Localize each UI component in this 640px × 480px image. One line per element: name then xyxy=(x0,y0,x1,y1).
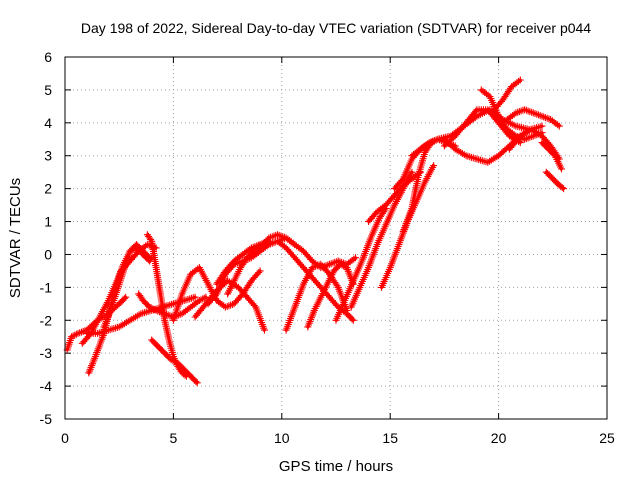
series-track-13 xyxy=(224,241,264,298)
x-tick-label: 20 xyxy=(491,430,507,446)
series-markers xyxy=(274,237,357,324)
series-track-9 xyxy=(169,264,264,324)
series-track-23 xyxy=(399,139,435,235)
x-tick-label: 0 xyxy=(61,430,69,446)
y-tick-label: -4 xyxy=(40,378,53,394)
series-track-31 xyxy=(538,139,565,173)
y-tick-label: 6 xyxy=(44,49,52,65)
series-markers xyxy=(78,244,156,347)
y-tick-label: 2 xyxy=(44,181,52,197)
y-tick-label: -1 xyxy=(40,279,53,295)
series-markers xyxy=(538,139,565,173)
series-track-18 xyxy=(332,204,390,324)
y-tick-label: 1 xyxy=(44,214,52,230)
series-markers xyxy=(503,106,563,130)
series-markers xyxy=(304,260,357,331)
series-markers xyxy=(332,204,390,324)
series-track-16 xyxy=(304,260,357,331)
x-tick-label: 10 xyxy=(274,430,290,446)
series-track-32 xyxy=(542,168,568,193)
chart-title: Day 198 of 2022, Sidereal Day-to-day VTE… xyxy=(81,20,591,36)
series-markers xyxy=(282,260,351,334)
y-axis-label: SDTVAR / TECUs xyxy=(7,178,24,298)
series-markers xyxy=(191,277,268,334)
axis-ticks: 0 5 10 15 20 25 -5 -4 -3 -2 -1 0 1 2 3 4 5 6 xyxy=(40,49,615,446)
y-tick-label: -2 xyxy=(40,312,53,328)
y-tick-label: 0 xyxy=(44,246,52,262)
y-tick-label: -5 xyxy=(40,411,53,427)
series-track-30 xyxy=(505,125,563,163)
series-track-2 xyxy=(78,244,156,347)
y-tick-label: 5 xyxy=(44,82,52,98)
y-tick-label: -3 xyxy=(40,345,53,361)
series-markers xyxy=(100,241,154,331)
series-track-27 xyxy=(477,86,546,143)
data-series xyxy=(63,76,568,387)
y-tick-label: 4 xyxy=(44,115,52,131)
series-markers xyxy=(224,241,264,298)
series-track-28 xyxy=(490,76,524,114)
series-track-29 xyxy=(503,106,563,130)
series-track-4 xyxy=(100,241,154,331)
series-track-20 xyxy=(365,168,425,225)
plot-frame xyxy=(64,56,608,420)
series-markers xyxy=(399,139,435,235)
x-tick-label: 5 xyxy=(170,430,178,446)
series-track-15 xyxy=(282,260,351,334)
y-tick-label: 3 xyxy=(44,148,52,164)
x-tick-label: 25 xyxy=(599,430,615,446)
series-markers xyxy=(365,168,425,225)
series-markers xyxy=(490,76,524,114)
series-track-7 xyxy=(148,336,201,387)
x-axis-label: GPS time / hours xyxy=(279,458,393,475)
series-markers xyxy=(542,168,568,193)
x-tick-label: 15 xyxy=(382,430,398,446)
series-markers xyxy=(148,336,201,387)
